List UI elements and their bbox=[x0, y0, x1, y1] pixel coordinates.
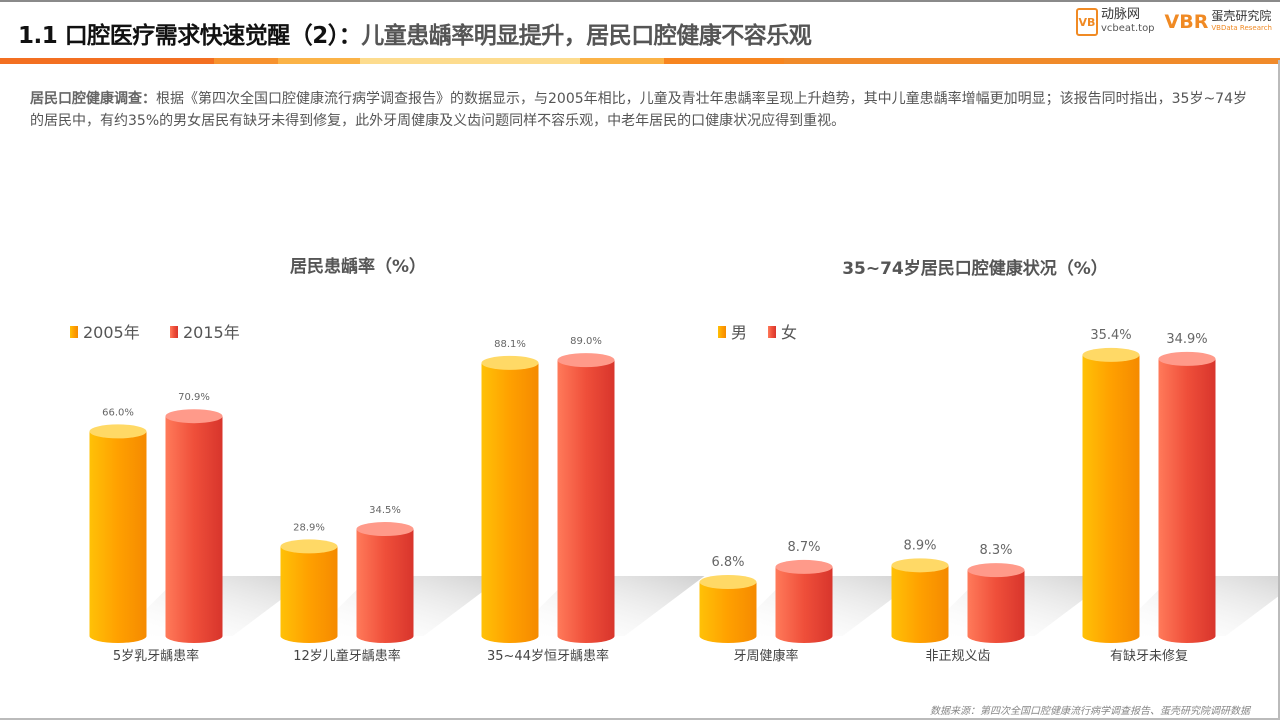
source-note: 数据来源：第四次全国口腔健康流行病学调查报告、蛋壳研究院调研数据 bbox=[930, 706, 1250, 717]
vcbeat-logo: VB 动脉网 vcbeat.top bbox=[1076, 8, 1155, 36]
data-label: 35.4% bbox=[1090, 328, 1131, 343]
category-label: 非正规义齿 bbox=[925, 649, 990, 664]
data-label: 88.1% bbox=[494, 339, 526, 350]
category-label: 牙周健康率 bbox=[733, 648, 798, 664]
legend-label: 男 bbox=[731, 323, 747, 342]
bar bbox=[165, 416, 223, 643]
bar-top bbox=[557, 353, 615, 368]
bar-top bbox=[1082, 347, 1140, 362]
bar-top bbox=[481, 355, 539, 370]
page-title: 1.1 口腔医疗需求快速觉醒（2）：儿童患龋率明显提升，居民口腔健康不容乐观 bbox=[18, 23, 812, 49]
vbr-logo: VBR 蛋壳研究院 VBData Research bbox=[1164, 9, 1272, 33]
category-label: 12岁儿童牙龋患率 bbox=[293, 648, 401, 664]
logos: VB 动脉网 vcbeat.top VBR 蛋壳研究院 VBData Research bbox=[1076, 8, 1272, 36]
data-label: 8.3% bbox=[979, 543, 1012, 558]
intro-paragraph: 居民口腔健康调查：根据《第四次全国口腔健康流行病学调查报告》的数据显示，与200… bbox=[30, 91, 1247, 129]
bar bbox=[557, 360, 615, 643]
data-label: 6.8% bbox=[711, 555, 744, 570]
legend-swatch bbox=[768, 326, 776, 338]
bar bbox=[891, 565, 949, 643]
bar bbox=[699, 582, 757, 643]
bar bbox=[89, 431, 147, 643]
bar-top bbox=[775, 559, 833, 574]
legend-label: 女 bbox=[781, 323, 797, 342]
bar-top bbox=[891, 558, 949, 573]
data-label: 34.5% bbox=[369, 505, 401, 516]
legend-label: 2015年 bbox=[183, 323, 240, 342]
bar bbox=[967, 570, 1025, 643]
color-band bbox=[0, 58, 1280, 64]
data-label: 34.9% bbox=[1166, 332, 1207, 347]
data-label: 66.0% bbox=[102, 407, 134, 418]
bar-top bbox=[165, 409, 223, 424]
bar-top bbox=[356, 522, 414, 537]
data-label: 28.9% bbox=[293, 522, 325, 533]
category-label: 5岁乳牙龋患率 bbox=[113, 648, 199, 664]
legend-swatch bbox=[70, 326, 78, 338]
bar-top bbox=[89, 424, 147, 439]
bar bbox=[775, 566, 833, 643]
chart-title-caries: 居民患龋率（%） bbox=[290, 256, 426, 277]
bar bbox=[280, 546, 338, 643]
bar-top bbox=[280, 539, 338, 554]
data-label: 70.9% bbox=[178, 392, 210, 403]
top-border bbox=[0, 0, 1280, 2]
category-label: 35~44岁恒牙龋患率 bbox=[487, 648, 609, 664]
legend-swatch bbox=[718, 326, 726, 338]
chart-title-health: 35~74岁居民口腔健康状况（%） bbox=[842, 258, 1108, 279]
data-label: 8.9% bbox=[903, 538, 936, 553]
bar bbox=[1082, 354, 1140, 643]
frame bbox=[1278, 60, 1280, 720]
bar bbox=[356, 529, 414, 643]
bar-top bbox=[699, 575, 757, 590]
bar-top bbox=[1158, 351, 1216, 366]
bar bbox=[1158, 358, 1216, 643]
bar bbox=[481, 362, 539, 643]
legend-label: 2005年 bbox=[83, 323, 140, 342]
legend-swatch bbox=[170, 326, 178, 338]
category-label: 有缺牙未修复 bbox=[1110, 649, 1188, 664]
data-label: 89.0% bbox=[570, 336, 602, 347]
bar-top bbox=[967, 563, 1025, 578]
data-label: 8.7% bbox=[787, 540, 820, 555]
frame bbox=[0, 718, 1280, 720]
